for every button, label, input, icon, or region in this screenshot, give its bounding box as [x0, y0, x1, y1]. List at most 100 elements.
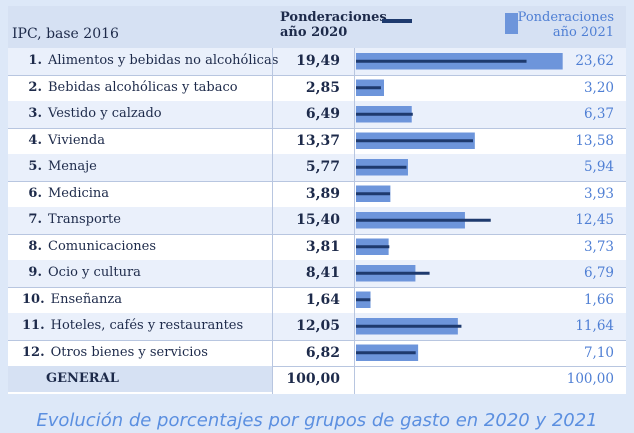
line-2020: [356, 139, 473, 143]
category-number: 7.: [28, 212, 42, 227]
category-number: 9.: [28, 265, 42, 280]
total-label: GENERAL: [46, 371, 119, 386]
value-2021-label: 6,37: [583, 106, 614, 122]
value-2021-label: 12,45: [575, 212, 614, 228]
total-2021-label: 100,00: [566, 371, 614, 387]
total-2020-label: 100,00: [286, 371, 340, 387]
table-row: 12. Otros bienes y servicios 6,82 7,10: [8, 340, 626, 367]
value-2021-label: 3,93: [583, 185, 614, 202]
value-2021-label: 7,10: [583, 344, 614, 361]
line-2020: [356, 245, 390, 249]
line-2020: [356, 112, 413, 116]
category-name: Ocio y cultura: [48, 265, 141, 280]
category-label: 1. Alimentos y bebidas no alcohólicas: [22, 53, 278, 68]
row-divider: [8, 127, 626, 129]
table-row: 3. Vestido y calzado 6,49 6,37: [8, 101, 626, 128]
category-label: 4. Vivienda: [22, 133, 105, 148]
category-number: 4.: [28, 132, 42, 148]
line-2020: [356, 298, 371, 302]
category-name: Alimentos y bebidas no alcohólicas: [48, 53, 279, 68]
category-label: 11. Hoteles, cafés y restaurantes: [22, 318, 243, 333]
category-number: 1.: [28, 53, 42, 68]
category-label: 2. Bebidas alcohólicas y tabaco: [22, 79, 238, 95]
value-2020-label: 3,81: [305, 238, 340, 255]
category-name: Transporte: [48, 212, 121, 227]
value-2020-label: 15,40: [296, 212, 340, 228]
table-row: 7. Transporte 15,40 12,45: [8, 207, 626, 234]
table-row: 6. Medicina 3,89 3,93: [8, 181, 626, 208]
row-divider: [8, 233, 626, 235]
total-label-cell: GENERAL: [8, 366, 272, 392]
line-2020: [356, 86, 381, 90]
value-2020-label: 2,85: [305, 79, 340, 96]
line-2020: [356, 351, 416, 355]
chart-caption: Evolución de porcentajes por grupos de g…: [36, 410, 598, 431]
category-number: 11.: [22, 318, 45, 333]
line-2020: [356, 59, 527, 63]
category-name: Hoteles, cafés y restaurantes: [50, 318, 244, 333]
value-2020-label: 12,05: [296, 318, 340, 334]
line-2020: [356, 324, 462, 328]
line-2020: [356, 192, 391, 196]
category-name: Vivienda: [48, 132, 105, 148]
row-divider: [8, 366, 626, 367]
line-2020: [356, 165, 407, 169]
value-2020-label: 3,89: [305, 185, 340, 202]
category-number: 3.: [28, 106, 42, 121]
table-row: 9. Ocio y cultura 8,41 6,79: [8, 260, 626, 287]
category-number: 6.: [28, 185, 42, 201]
value-2020-label: 1,64: [305, 291, 340, 308]
value-2020-label: 8,41: [305, 265, 340, 281]
table-row: 11. Hoteles, cafés y restaurantes 12,05 11,…: [8, 313, 626, 340]
category-label: 7. Transporte: [22, 212, 121, 227]
category-name: Comunicaciones: [48, 238, 157, 254]
column-divider: [272, 48, 273, 394]
value-2020-label: 6,49: [305, 106, 340, 122]
value-2021-label: 6,79: [583, 265, 614, 281]
category-name: Vestido y calzado: [48, 106, 162, 121]
table-row: 8. Comunicaciones 3,81 3,73: [8, 234, 626, 261]
legend-2021-label: Ponderaciones año 2021: [517, 10, 614, 40]
category-name: Bebidas alcohólicas y tabaco: [48, 79, 238, 95]
chart-title: IPC, base 2016: [12, 26, 119, 42]
category-name: Enseñanza: [50, 291, 122, 307]
total-row: GENERAL 100,00 100,00: [8, 366, 626, 393]
category-number: 5.: [28, 159, 42, 174]
line-2020: [356, 218, 491, 222]
category-label: 12. Otros bienes y servicios: [22, 345, 208, 360]
legend-2020-line-swatch: [382, 19, 412, 23]
column-divider: [354, 48, 355, 394]
value-2021-label: 13,58: [575, 132, 614, 149]
category-number: 2.: [28, 79, 42, 95]
table-row: 4. Vivienda 13,37 13,58: [8, 128, 626, 155]
category-number: 10.: [22, 291, 45, 307]
legend-2021-bar-swatch: [505, 13, 518, 34]
row-divider: [8, 339, 626, 341]
value-2020-label: 6,82: [305, 344, 340, 361]
value-2020-label: 5,77: [305, 159, 340, 175]
value-2020-label: 19,49: [296, 53, 340, 69]
category-label: 9. Ocio y cultura: [22, 265, 141, 280]
value-2021-label: 1,66: [583, 291, 614, 308]
category-label: 10. Enseñanza: [22, 292, 122, 307]
category-number: 8.: [28, 238, 42, 254]
row-divider: [8, 286, 626, 288]
value-2021-label: 11,64: [575, 318, 614, 334]
category-name: Otros bienes y servicios: [50, 344, 208, 360]
row-divider: [8, 180, 626, 182]
category-name: Medicina: [48, 185, 110, 201]
value-2020-label: 13,37: [296, 132, 340, 149]
bar-chart: [356, 53, 563, 361]
category-label: 6. Medicina: [22, 186, 109, 201]
category-label: 8. Comunicaciones: [22, 239, 156, 254]
value-2021-label: 23,62: [575, 53, 614, 69]
table-row: 1. Alimentos y bebidas no alcohólicas 19,4…: [8, 48, 626, 75]
value-2021-label: 3,20: [583, 79, 614, 96]
value-2021-label: 5,94: [583, 159, 614, 175]
table-header: IPC, base 2016 Ponderaciones año 2020 Po…: [8, 6, 626, 48]
table-row: 10. Enseñanza 1,64 1,66: [8, 287, 626, 314]
category-number: 12.: [22, 344, 45, 360]
table-row: 5. Menaje 5,77 5,94: [8, 154, 626, 181]
category-label: 5. Menaje: [22, 159, 97, 174]
category-name: Menaje: [48, 159, 97, 174]
